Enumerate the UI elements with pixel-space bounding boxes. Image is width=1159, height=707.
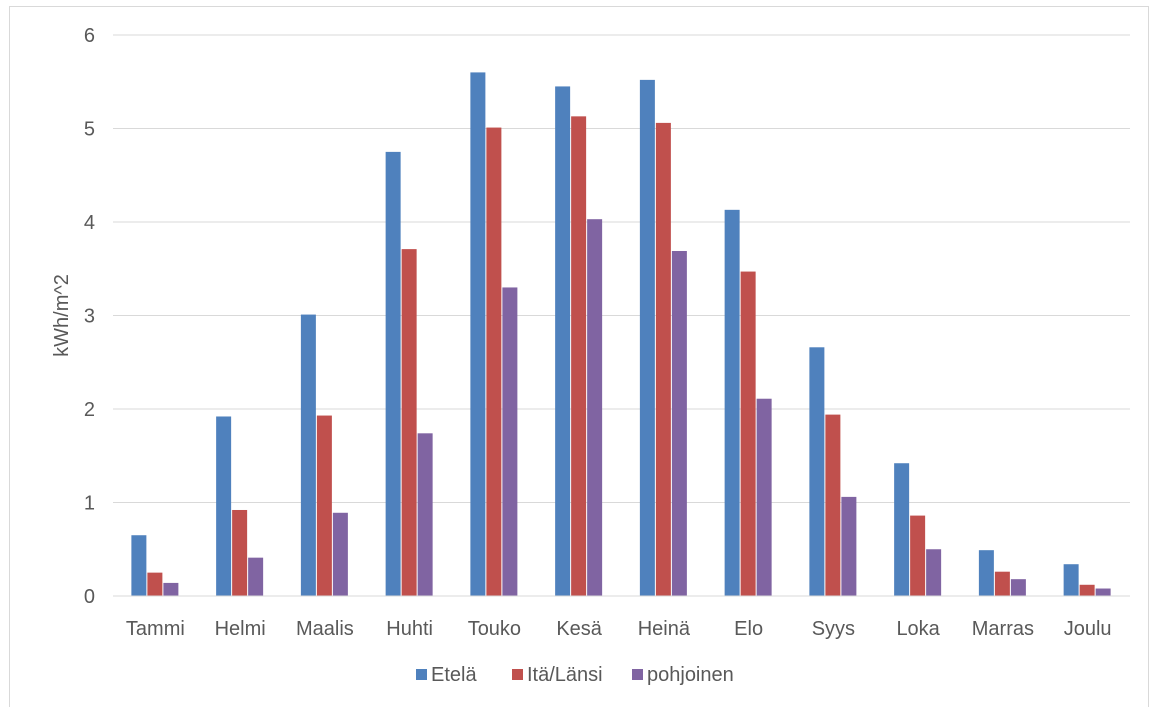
bar-pohjoinen xyxy=(587,219,603,596)
bar-Etelä xyxy=(639,79,655,596)
y-tick-label: 0 xyxy=(84,586,95,608)
bar-Etelä xyxy=(724,209,740,596)
x-tick-label: Huhti xyxy=(386,618,433,640)
bar-pohjoinen xyxy=(1010,579,1026,596)
bar-Etelä xyxy=(216,416,232,596)
y-tick-label: 2 xyxy=(84,399,95,421)
bar-Etelä xyxy=(131,535,147,596)
x-tick-label: Maalis xyxy=(296,618,354,640)
y-axis-ticks: 0 1 2 3 4 5 6 xyxy=(84,25,95,608)
legend-label: Etelä xyxy=(431,664,477,686)
x-axis-ticks: Tammi Helmi Maalis Huhti Touko Kesä Heinä Elo Sy… xyxy=(126,618,1112,640)
bar-Itä/Länsi xyxy=(825,414,841,596)
y-tick-label: 4 xyxy=(84,212,95,234)
bar-Etelä xyxy=(555,86,571,597)
bar-Etelä xyxy=(300,314,316,596)
bar-Itä/Länsi xyxy=(232,509,248,596)
bar-Etelä xyxy=(894,463,910,596)
y-tick-label: 3 xyxy=(84,306,95,328)
gridlines xyxy=(113,34,1130,503)
bar-pohjoinen xyxy=(756,398,772,596)
y-tick-label: 1 xyxy=(84,493,95,515)
x-tick-label: Loka xyxy=(896,618,940,640)
bar-pohjoinen xyxy=(1095,588,1111,596)
x-tick-label: Helmi xyxy=(215,618,266,640)
bar-Etelä xyxy=(470,72,486,596)
bar-Etelä xyxy=(978,550,994,596)
legend-swatch xyxy=(632,669,643,680)
bar-pohjoinen xyxy=(926,549,942,596)
y-tick-label: 5 xyxy=(84,119,95,141)
bar-pohjoinen xyxy=(502,287,518,596)
legend-label: Itä/Länsi xyxy=(527,664,603,686)
x-tick-label: Marras xyxy=(972,618,1034,640)
bar-Itä/Länsi xyxy=(655,122,671,596)
bar-pohjoinen xyxy=(332,512,348,596)
x-tick-label: Joulu xyxy=(1064,618,1112,640)
bar-pohjoinen xyxy=(163,582,179,596)
bar-Itä/Länsi xyxy=(994,571,1010,596)
bar-Itä/Länsi xyxy=(571,116,587,596)
bar-Itä/Länsi xyxy=(401,249,417,596)
bar-Itä/Länsi xyxy=(147,572,163,597)
bar-Itä/Länsi xyxy=(486,127,502,596)
legend-swatch xyxy=(512,669,523,680)
legend-swatch xyxy=(416,669,427,680)
x-tick-label: Tammi xyxy=(126,618,185,640)
bar-Etelä xyxy=(1063,564,1079,596)
bar-Itä/Länsi xyxy=(910,515,926,596)
bar-Etelä xyxy=(385,151,401,597)
bar-Etelä xyxy=(809,347,825,596)
x-tick-label: Elo xyxy=(734,618,763,640)
x-tick-label: Kesä xyxy=(556,618,602,640)
bar-Itä/Länsi xyxy=(740,271,756,596)
x-tick-label: Touko xyxy=(468,618,521,640)
bar-Itä/Länsi xyxy=(1079,584,1095,596)
bar-pohjoinen xyxy=(248,557,264,596)
bar-Itä/Länsi xyxy=(316,415,332,596)
x-tick-label: Heinä xyxy=(638,618,691,640)
legend: Etelä Itä/Länsi pohjoinen xyxy=(416,664,734,686)
bar-pohjoinen xyxy=(671,250,687,597)
y-tick-label: 6 xyxy=(84,25,95,47)
y-axis-title: kWh/m^2 xyxy=(51,274,73,357)
bars xyxy=(131,72,1111,597)
bar-pohjoinen xyxy=(417,433,433,596)
legend-label: pohjoinen xyxy=(647,664,734,686)
bar-pohjoinen xyxy=(841,496,857,596)
x-tick-label: Syys xyxy=(812,618,855,640)
